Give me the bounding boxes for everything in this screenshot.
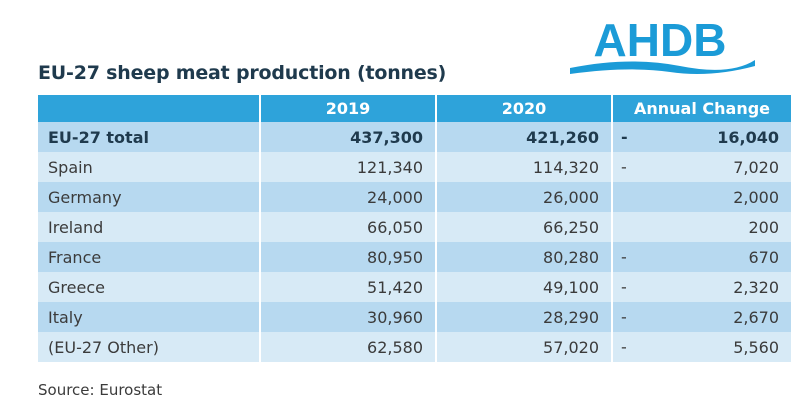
value-2019-cell: 30,960	[260, 302, 437, 332]
value-2019-cell: 24,000	[260, 182, 437, 212]
source-note: Source: Eurostat	[38, 381, 163, 399]
country-cell: Spain	[38, 152, 261, 182]
country-cell: France	[38, 242, 261, 272]
value-2020-cell: 421,260	[436, 122, 613, 152]
change-sign: -	[621, 127, 628, 147]
value-2020-cell: 66,250	[436, 212, 613, 242]
value-2019-cell: 62,580	[260, 332, 437, 362]
change-value: 2,000	[733, 187, 779, 207]
value-2020-cell: 49,100	[436, 272, 613, 302]
change-sign: -	[621, 337, 627, 357]
value-2020-cell: 26,000	[436, 182, 613, 212]
country-cell: Greece	[38, 272, 261, 302]
country-cell: Italy	[38, 302, 261, 332]
header-country	[38, 95, 261, 122]
value-2019-cell: 437,300	[260, 122, 437, 152]
change-sign: -	[621, 307, 627, 327]
change-sign: -	[621, 247, 627, 267]
annual-change-cell: - 5,560	[612, 332, 791, 362]
change-value: 2,320	[733, 277, 779, 297]
value-2020-cell: 114,320	[436, 152, 613, 182]
table-row: Ireland 66,050 66,250 200	[38, 212, 791, 242]
table-row: Spain 121,340 114,320- 7,020	[38, 152, 791, 182]
value-2020-cell: 28,290	[436, 302, 613, 332]
header-2020: 2020	[436, 95, 613, 122]
country-cell: Germany	[38, 182, 261, 212]
header-annual-change: Annual Change	[612, 95, 791, 122]
country-cell: Ireland	[38, 212, 261, 242]
ahdb-logo: AHDB	[570, 14, 755, 74]
annual-change-cell: 2,000	[612, 182, 791, 212]
header-2019: 2019	[260, 95, 437, 122]
value-2019-cell: 80,950	[260, 242, 437, 272]
value-2020-cell: 57,020	[436, 332, 613, 362]
change-value: 200	[748, 217, 779, 237]
value-2019-cell: 121,340	[260, 152, 437, 182]
country-cell: (EU-27 Other)	[38, 332, 261, 362]
change-sign: -	[621, 277, 627, 297]
annual-change-cell: - 16,040	[612, 122, 791, 152]
annual-change-cell: - 7,020	[612, 152, 791, 182]
table-row: Germany 24,000 26,000 2,000	[38, 182, 791, 212]
table-title: EU-27 sheep meat production (tonnes)	[38, 62, 447, 84]
change-value: 670	[748, 247, 779, 267]
annual-change-cell: 200	[612, 212, 791, 242]
total-row: EU-27 total 437,300 421,260- 16,040	[38, 122, 791, 152]
logo-text: AHDB	[594, 14, 727, 66]
change-value: 2,670	[733, 307, 779, 327]
change-sign: -	[621, 157, 627, 177]
annual-change-cell: - 2,670	[612, 302, 791, 332]
value-2020-cell: 80,280	[436, 242, 613, 272]
value-2019-cell: 66,050	[260, 212, 437, 242]
change-value: 16,040	[717, 127, 779, 147]
table-row: Italy 30,960 28,290- 2,670	[38, 302, 791, 332]
production-table: 2019 2020 Annual Change EU-27 total 437,3…	[38, 95, 791, 362]
country-cell: EU-27 total	[38, 122, 261, 152]
value-2019-cell: 51,420	[260, 272, 437, 302]
annual-change-cell: - 2,320	[612, 272, 791, 302]
table-row: France 80,950 80,280- 670	[38, 242, 791, 272]
annual-change-cell: - 670	[612, 242, 791, 272]
header-row: 2019 2020 Annual Change	[38, 95, 791, 122]
logo-wave-icon	[570, 60, 755, 74]
table-row: (EU-27 Other) 62,580 57,020- 5,560	[38, 332, 791, 362]
table-row: Greece 51,420 49,100- 2,320	[38, 272, 791, 302]
change-value: 7,020	[733, 157, 779, 177]
change-value: 5,560	[733, 337, 779, 357]
